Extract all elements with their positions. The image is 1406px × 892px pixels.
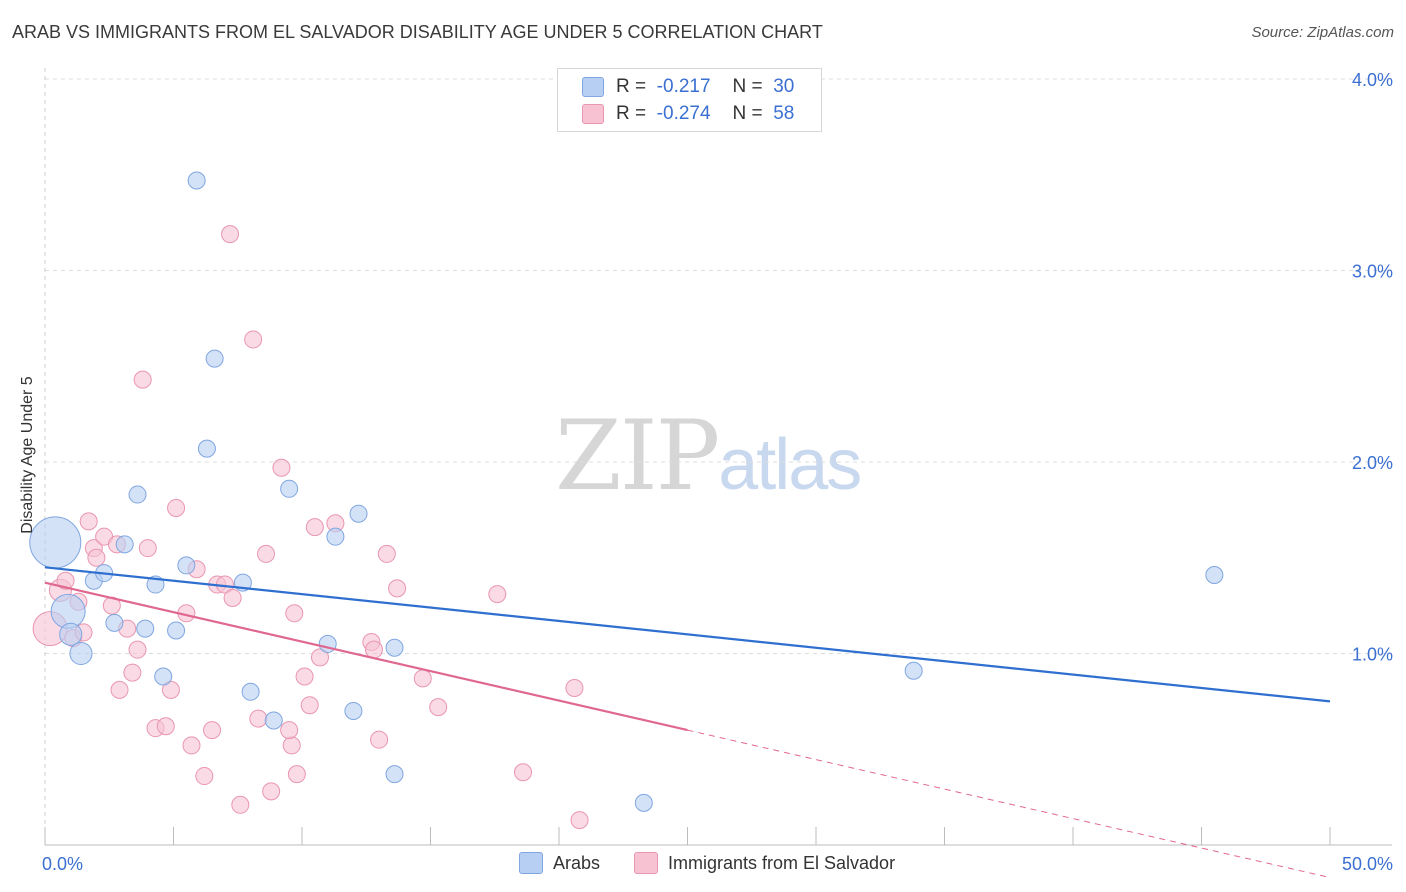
chart-title: ARAB VS IMMIGRANTS FROM EL SALVADOR DISA… — [12, 22, 823, 42]
arab-point — [197, 439, 216, 458]
arab-point — [167, 621, 186, 640]
salvador-point — [364, 640, 383, 659]
salvador-point — [514, 763, 533, 782]
source-credit: Source: ZipAtlas.com — [1251, 24, 1394, 41]
legend-row-arabs: R = -0.217 N = 30 — [582, 75, 794, 99]
salvador-trend-line — [44, 581, 688, 732]
y-tick-label: 4.0% — [1352, 70, 1393, 90]
arab-point — [128, 485, 147, 504]
arab-point — [136, 619, 155, 638]
salvador-point — [138, 539, 157, 558]
arab-point — [326, 527, 345, 546]
watermark-atlas: atlas — [718, 425, 862, 505]
salvador-point — [282, 736, 301, 755]
salvador-point — [370, 730, 389, 749]
legend-r-label: R = — [616, 103, 647, 124]
salvador-point — [223, 588, 242, 607]
y-tick-label: 1.0% — [1352, 645, 1393, 665]
legend-r-value: -0.217 — [656, 76, 711, 97]
salvador-point — [231, 795, 250, 814]
salvador-point — [570, 811, 589, 830]
salvador-point — [221, 225, 240, 244]
x-tick-label: 0.0% — [42, 854, 83, 874]
legend-label-salvador: Immigrants from El Salvador — [668, 852, 896, 873]
salvador-point — [257, 544, 276, 563]
salvador-point — [195, 767, 214, 786]
legend-row-salvador: R = -0.274 N = 58 — [582, 102, 794, 126]
arab-point — [280, 479, 299, 498]
watermark-zip: ZIP — [555, 400, 720, 512]
salvador-point — [262, 782, 281, 801]
arab-point — [69, 641, 93, 666]
arab-point — [115, 535, 134, 554]
arab-point — [241, 682, 260, 701]
salvador-point — [249, 709, 268, 728]
salvador-point — [287, 765, 306, 784]
legend-n-label: N = — [732, 103, 763, 124]
legend-n-label: N = — [732, 76, 763, 97]
correlation-legend: R = -0.217 N = 30 R = -0.274 N = 58 — [557, 68, 822, 132]
watermark: ZIPatlas — [555, 400, 862, 512]
salvador-point — [280, 721, 299, 740]
salvador-point — [295, 667, 314, 686]
legend-label-arabs: Arabs — [553, 852, 601, 873]
salvador-point — [156, 717, 175, 736]
arabs-swatch — [582, 77, 604, 97]
y-tick-label: 2.0% — [1352, 453, 1393, 473]
salvador-point — [300, 696, 319, 715]
arab-point — [59, 622, 83, 646]
arab-point — [264, 711, 283, 730]
legend-n-value: 58 — [773, 103, 795, 124]
legend-n-value: 30 — [773, 76, 795, 97]
arab-point — [904, 661, 923, 680]
arab-point — [1205, 565, 1224, 584]
legend-r-label: R = — [616, 76, 647, 97]
salvador-point — [377, 544, 396, 563]
arabs-trend-line — [44, 566, 1331, 703]
salvador-point — [244, 330, 263, 349]
salvador-point — [310, 648, 329, 667]
salvador-point — [79, 512, 98, 531]
y-axis-label: Disability Age Under 5 — [19, 376, 36, 534]
legend-item-arabs: Arabs — [519, 852, 600, 874]
arab-point — [344, 701, 363, 720]
arab-point — [634, 793, 653, 812]
salvador-point — [285, 604, 304, 623]
series-legend: Arabs Immigrants from El Salvador — [0, 852, 1406, 878]
arab-point — [154, 667, 173, 686]
salvador-point — [565, 678, 584, 697]
x-tick-label: 50.0% — [1342, 854, 1393, 874]
y-tick-label: 3.0% — [1352, 262, 1393, 282]
arab-point — [177, 556, 196, 575]
salvador-point — [167, 498, 186, 517]
arab-point — [105, 613, 124, 632]
salvador-point — [388, 579, 407, 598]
salvador-point — [203, 721, 222, 740]
salvador-point — [488, 585, 507, 604]
salvador-point — [56, 571, 75, 590]
salvador-point — [429, 698, 448, 717]
salvador-point — [413, 669, 432, 688]
salvador-point — [182, 736, 201, 755]
arab-point — [187, 171, 206, 190]
salvador-point — [87, 548, 106, 567]
arab-point — [205, 349, 224, 368]
salvador-point — [110, 680, 129, 699]
salvador-legend-swatch — [634, 852, 658, 874]
salvador-point — [133, 370, 152, 389]
salvador-point — [305, 518, 324, 537]
arabs-legend-swatch — [519, 852, 543, 874]
arab-point — [29, 516, 82, 569]
salvador-point — [161, 680, 180, 699]
salvador-point — [128, 640, 147, 659]
arab-point — [349, 504, 368, 523]
arab-point — [385, 765, 404, 784]
salvador-swatch — [582, 104, 604, 124]
arab-point — [385, 638, 404, 657]
legend-r-value: -0.274 — [656, 103, 711, 124]
salvador-point — [123, 663, 142, 682]
salvador-point — [272, 458, 291, 477]
legend-item-salvador: Immigrants from El Salvador — [634, 852, 895, 874]
